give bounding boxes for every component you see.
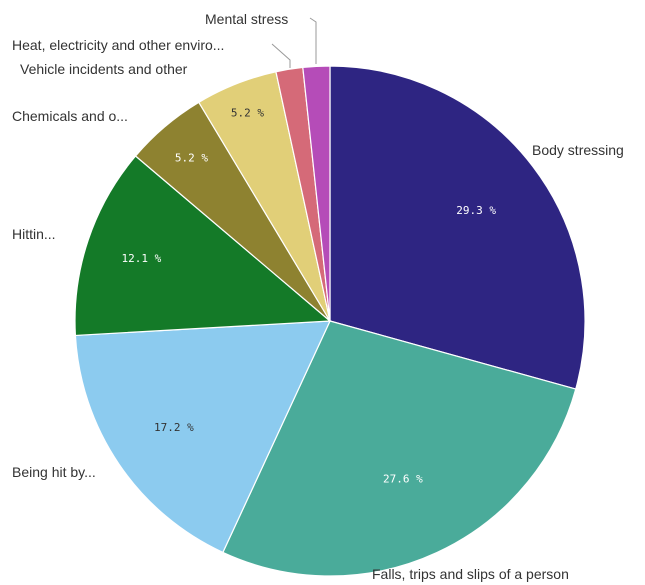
slice-category-label: Mental stress — [205, 11, 288, 27]
category-labels: Body stressing Falls, trips and slips of … — [12, 11, 624, 582]
pie-slices — [74, 65, 586, 577]
pie-slice-1[interactable] — [329, 65, 586, 390]
slice-value-label: 17.2 % — [154, 421, 194, 434]
slice-category-label: Heat, electricity and other enviro... — [12, 37, 224, 53]
slice-category-label: Vehicle incidents and other — [20, 61, 188, 77]
pie-slice-8[interactable] — [302, 65, 331, 322]
pie-slice-4[interactable] — [74, 155, 332, 337]
leader-line — [309, 17, 317, 64]
slice-category-label: Hittin... — [12, 226, 56, 242]
slice-value-label: 27.6 % — [383, 472, 423, 485]
pie-slice-3[interactable] — [74, 320, 331, 554]
slice-value-label: 5.2 % — [231, 106, 264, 119]
slice-category-label: Being hit by... — [12, 464, 96, 480]
slice-value-label: 12.1 % — [122, 252, 162, 265]
label-leader-lines — [271, 17, 317, 68]
percentage-labels: 29.3 % 27.6 % 17.2 % 12.1 % 5.2 % 5.2 % — [122, 106, 497, 485]
slice-value-label: 29.3 % — [456, 204, 496, 217]
slice-value-label: 5.2 % — [175, 152, 208, 165]
slice-category-label: Falls, trips and slips of a person — [372, 566, 569, 582]
slice-category-label: Body stressing — [532, 142, 624, 158]
pie-slice-2[interactable] — [222, 320, 577, 577]
slice-category-label: Chemicals and o... — [12, 108, 128, 124]
leader-line — [271, 43, 291, 68]
